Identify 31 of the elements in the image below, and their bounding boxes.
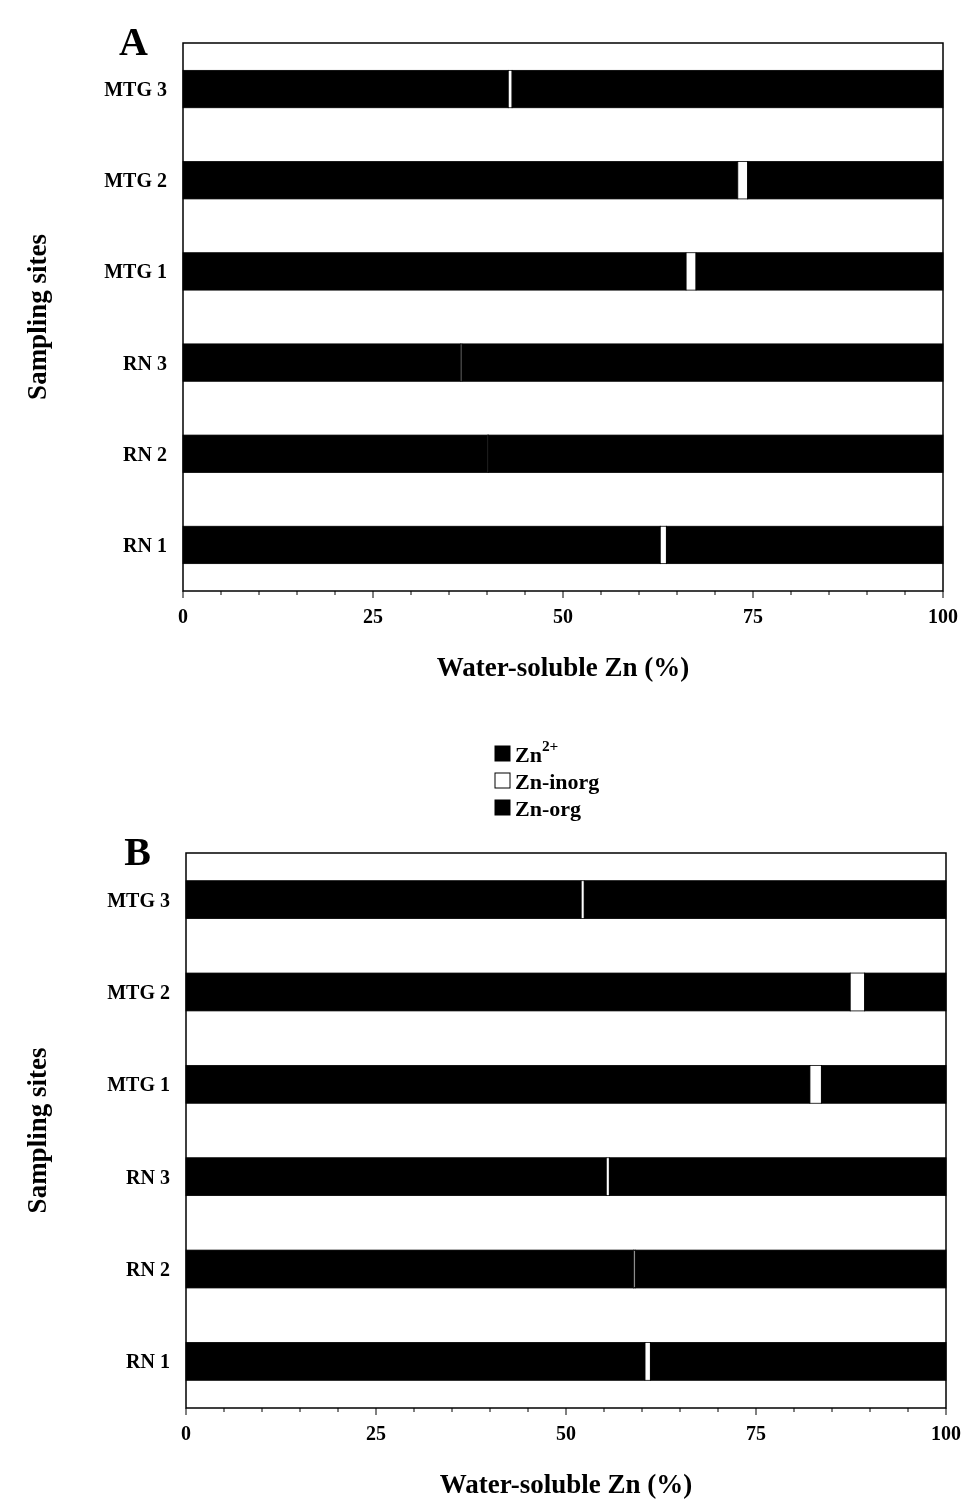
x-axis-title: Water-soluble Zn (%) bbox=[439, 1469, 693, 1499]
chart-title: B bbox=[124, 829, 151, 874]
x-tick-label: 100 bbox=[928, 605, 958, 627]
y-tick-label: RN 2 bbox=[123, 442, 167, 465]
y-axis-title: Sampling sites bbox=[22, 1047, 52, 1214]
x-tick-label: 25 bbox=[366, 1422, 386, 1444]
chart-title: A bbox=[119, 19, 149, 64]
y-tick-label: RN 3 bbox=[126, 1165, 170, 1188]
y-tick-label: RN 2 bbox=[126, 1258, 170, 1281]
x-tick-label: 75 bbox=[743, 605, 763, 627]
x-tick-label: 75 bbox=[746, 1422, 766, 1444]
x-tick-label: 50 bbox=[553, 605, 573, 627]
y-axis-title: Sampling sites bbox=[22, 234, 52, 400]
y-tick-label: RN 3 bbox=[123, 351, 167, 374]
y-tick-label: MTG 2 bbox=[107, 980, 170, 1003]
x-tick-label: 0 bbox=[178, 605, 188, 627]
y-tick-label: RN 1 bbox=[126, 1350, 170, 1373]
x-tick-label: 25 bbox=[363, 605, 383, 627]
x-tick-label: 50 bbox=[556, 1422, 576, 1444]
y-tick-label: MTG 3 bbox=[107, 888, 170, 911]
x-axis-title: Water-soluble Zn (%) bbox=[436, 652, 690, 682]
x-tick-label: 0 bbox=[181, 1422, 191, 1444]
y-tick-label: MTG 1 bbox=[104, 260, 167, 283]
legend-label: Zn-inorg bbox=[515, 768, 600, 794]
legend-label: Zn-org bbox=[515, 795, 581, 821]
y-tick-label: MTG 2 bbox=[104, 169, 167, 192]
y-tick-label: RN 1 bbox=[123, 533, 167, 556]
legend-label: Zn$^{2+}$ bbox=[515, 737, 559, 767]
x-tick-label: 100 bbox=[931, 1422, 961, 1444]
y-tick-label: MTG 1 bbox=[107, 1073, 170, 1096]
y-tick-label: MTG 3 bbox=[104, 78, 167, 101]
